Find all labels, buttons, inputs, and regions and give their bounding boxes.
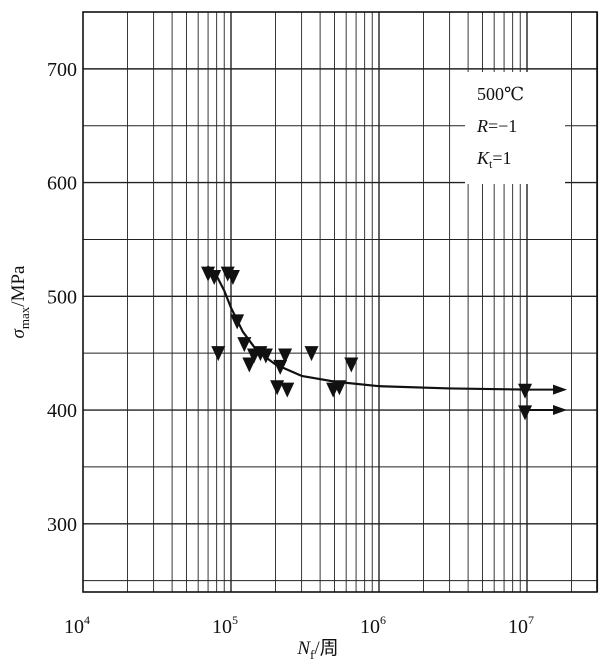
fit-curve-layer: [206, 265, 568, 416]
y-tick-labels: 300 400 500 600 700: [47, 59, 77, 536]
y-tick-label: 400: [47, 400, 77, 422]
x-axis-label-sub: f: [310, 647, 315, 662]
annotation-background: [465, 72, 565, 184]
x-tick-label: 105: [212, 613, 238, 638]
x-tick-base: 10: [64, 616, 84, 638]
y-axis-label-suffix: /MPa: [8, 265, 29, 307]
x-tick-exponent: 5: [232, 613, 238, 627]
plot-frame: [82, 11, 598, 593]
annotation-value: =1: [492, 148, 511, 168]
x-tick-base: 10: [212, 616, 232, 638]
data-point: [518, 405, 533, 421]
runout-arrowhead: [553, 384, 568, 395]
data-points: [201, 266, 533, 421]
data-point: [344, 357, 359, 373]
x-tick-exponent: 6: [380, 613, 386, 627]
y-axis-label-sub: max: [17, 306, 32, 329]
annotation-subscript: t: [489, 157, 493, 171]
data-point: [278, 348, 293, 364]
annotation-value: =−1: [488, 116, 517, 136]
runout-arrowhead: [553, 405, 568, 416]
y-tick-label: 600: [47, 173, 77, 195]
x-tick-labels: 104 105 106 107: [64, 613, 534, 638]
data-point: [207, 269, 222, 285]
x-tick-label: 104: [64, 613, 90, 638]
data-point: [273, 359, 288, 375]
annotation-line: R=−1: [476, 116, 517, 136]
data-point: [237, 337, 252, 353]
x-tick-base: 10: [508, 616, 528, 638]
y-tick-label: 700: [47, 59, 77, 81]
data-point: [258, 348, 273, 364]
y-axis-label-main: σ: [8, 328, 29, 338]
data-point: [270, 380, 285, 396]
x-axis-label-main: N: [296, 638, 311, 659]
data-point: [304, 346, 319, 362]
data-point: [211, 346, 226, 362]
data-point: [518, 383, 533, 399]
data-point: [332, 380, 347, 396]
x-axis-label: Nf/周: [296, 638, 338, 662]
fit-curve: [206, 265, 527, 391]
annotation-line: Kt=1: [476, 148, 512, 171]
y-tick-label: 500: [47, 286, 77, 308]
condition-annotation: 500℃ R=−1 Kt=1: [465, 72, 565, 184]
x-tick-exponent: 4: [84, 613, 90, 627]
x-tick-base: 10: [360, 616, 380, 638]
annotation-line: 500℃: [477, 84, 524, 104]
annotation-symbol: K: [476, 148, 490, 168]
x-tick-label: 107: [508, 613, 534, 638]
x-tick-exponent: 7: [528, 613, 534, 627]
annotation-symbol: R: [476, 116, 488, 136]
data-point: [230, 314, 245, 330]
data-point: [242, 357, 257, 373]
x-axis-label-suffix: /周: [314, 638, 338, 659]
x-tick-label: 106: [360, 613, 386, 638]
y-tick-label: 300: [47, 514, 77, 536]
data-point: [225, 269, 240, 285]
y-axis-label: σmax/MPa: [8, 265, 32, 339]
data-point: [280, 382, 295, 398]
